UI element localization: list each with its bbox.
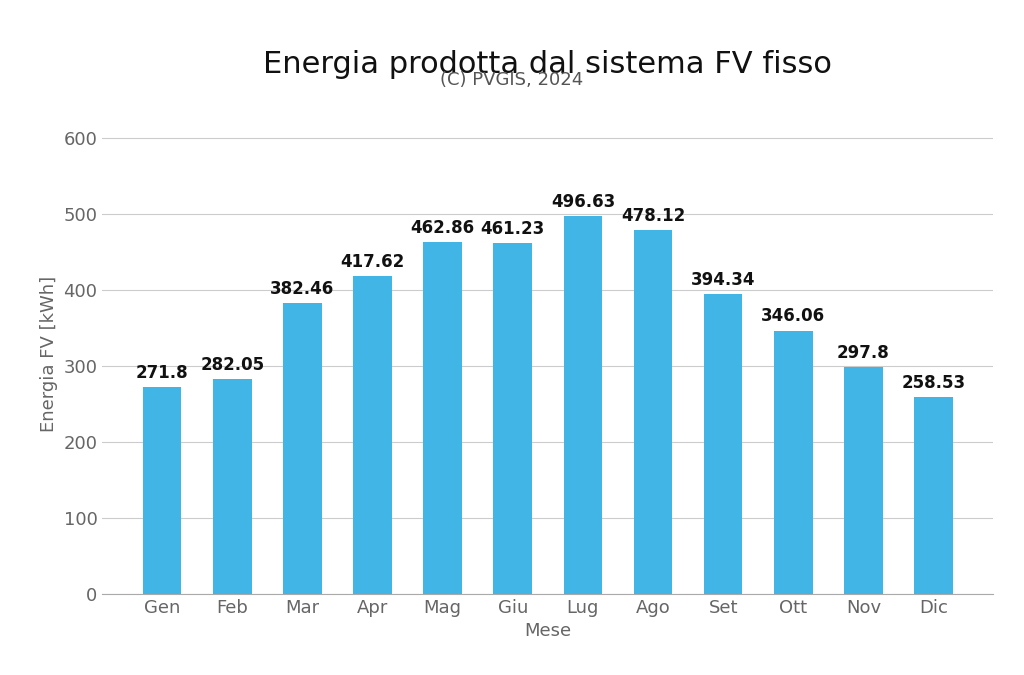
Bar — [703, 294, 742, 594]
Text: 461.23: 461.23 — [480, 220, 545, 238]
Bar — [283, 303, 322, 594]
Title: Energia prodotta dal sistema FV fisso: Energia prodotta dal sistema FV fisso — [263, 50, 833, 79]
Text: 496.63: 496.63 — [551, 193, 615, 211]
Text: 271.8: 271.8 — [136, 364, 188, 382]
Bar — [213, 379, 252, 594]
Text: 478.12: 478.12 — [621, 207, 685, 225]
Bar — [634, 230, 673, 594]
Text: 258.53: 258.53 — [901, 374, 966, 392]
Y-axis label: Energia FV [kWh]: Energia FV [kWh] — [40, 276, 58, 433]
Bar — [143, 387, 181, 594]
Bar — [563, 216, 602, 594]
X-axis label: Mese: Mese — [524, 622, 571, 641]
Bar — [844, 367, 883, 594]
Text: 462.86: 462.86 — [411, 219, 475, 236]
Text: (C) PVGIS, 2024: (C) PVGIS, 2024 — [440, 71, 584, 89]
Bar — [774, 331, 813, 594]
Bar — [423, 242, 462, 594]
Bar — [494, 243, 532, 594]
Text: 346.06: 346.06 — [761, 307, 825, 325]
Text: 297.8: 297.8 — [837, 344, 890, 362]
Text: 417.62: 417.62 — [340, 253, 404, 271]
Text: 382.46: 382.46 — [270, 279, 335, 298]
Bar — [353, 276, 392, 594]
Text: 282.05: 282.05 — [201, 356, 264, 374]
Bar — [914, 398, 952, 594]
Text: 394.34: 394.34 — [691, 271, 756, 289]
